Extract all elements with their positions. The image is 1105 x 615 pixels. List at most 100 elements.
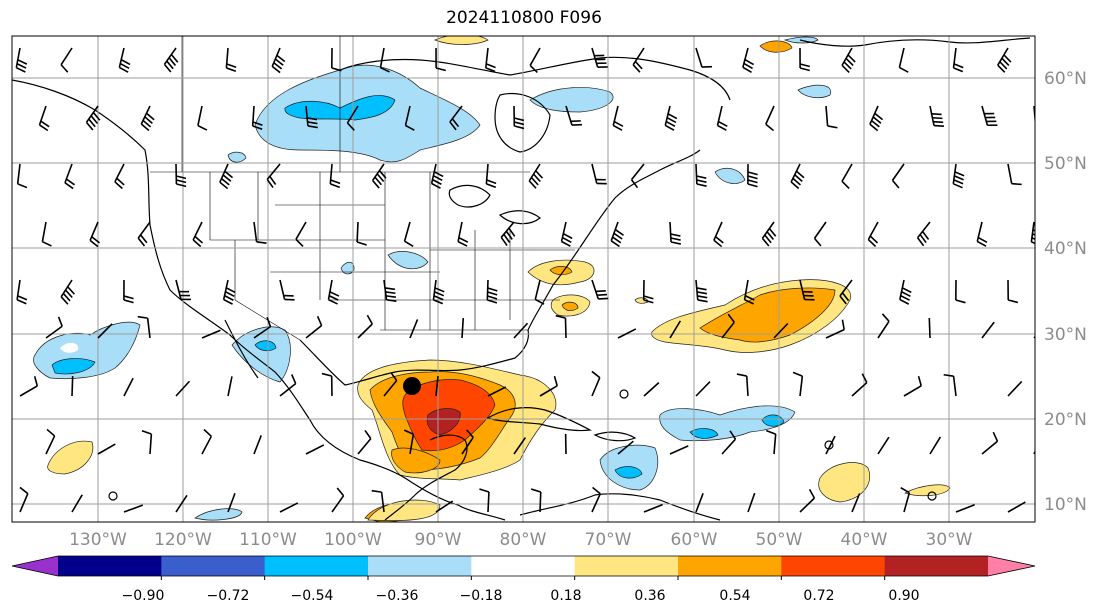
wind-barb [721, 313, 735, 339]
wind-barb [643, 382, 660, 397]
colorbar-tick-label: −0.72 [207, 588, 250, 604]
colorbar-extend-min [12, 556, 58, 576]
latitude-labels: 60°N 50°N 40°N 30°N 20°N 10°N [1044, 69, 1087, 515]
wind-barb [1007, 380, 1023, 397]
lat-label: 50°N [1044, 154, 1087, 174]
wind-barb [486, 279, 498, 304]
wind-barb [765, 105, 775, 132]
wind-barb [929, 105, 945, 128]
wind-barb [565, 105, 582, 126]
colorbar-tick-label: −0.18 [460, 588, 503, 604]
wind-barb [295, 221, 307, 247]
wind-barb [841, 163, 853, 189]
wind-barb [799, 488, 816, 513]
wind-barb [997, 47, 1012, 73]
lon-label: 70°W [585, 530, 632, 550]
colorbar-bin [678, 556, 782, 576]
colorbar-bin [781, 556, 886, 576]
wind-barb [279, 279, 295, 301]
wind-barb [500, 221, 516, 247]
lat-label: 20°N [1044, 410, 1087, 430]
wind-barb [981, 321, 995, 339]
anomaly-patch-canada-core [284, 95, 396, 121]
wind-barb [457, 221, 469, 247]
wind-barb [643, 503, 663, 513]
wind-barb [123, 504, 144, 513]
colorbar-tick-label: −0.54 [291, 588, 334, 604]
wind-barb [528, 163, 544, 189]
wind-barb [716, 105, 728, 131]
wind-barb [721, 430, 737, 455]
wind-barb [591, 163, 607, 185]
wind-barb [484, 47, 496, 73]
wind-barb [175, 380, 191, 397]
wind-barb [877, 313, 890, 339]
wind-barb [140, 105, 155, 132]
lat-label: 30°N [1044, 325, 1087, 345]
wind-barb [851, 493, 861, 513]
colorbar-extend-max [988, 556, 1035, 576]
wind-barb [929, 436, 942, 455]
wind-barb [530, 488, 542, 513]
wind-barb [321, 372, 333, 397]
lat-label: 10°N [1044, 495, 1087, 515]
wind-barb [851, 373, 868, 397]
wind-barb [591, 370, 601, 397]
wind-barb [175, 494, 188, 513]
wind-barb [617, 440, 634, 455]
wind-barb [539, 375, 558, 397]
colorbar [11, 555, 1036, 580]
wind-barb [928, 317, 931, 339]
wind-barb [825, 435, 836, 455]
wind-barb [279, 374, 297, 397]
wind-barb [799, 279, 815, 301]
wind-barb [201, 428, 213, 455]
wind-barb [1030, 221, 1035, 245]
wind-barb [695, 381, 711, 397]
wind-barb [253, 435, 262, 455]
wind-barb [761, 221, 777, 247]
wind-barb [695, 163, 707, 187]
colorbar-tick-label: 0.18 [550, 588, 581, 604]
wind-barb [695, 47, 712, 68]
wind-barb [952, 47, 964, 73]
wind-barb [60, 47, 73, 73]
wind-barb [742, 47, 754, 74]
wind-barb [201, 329, 221, 339]
wind-barb [192, 221, 203, 248]
wind-barb [219, 163, 234, 190]
wind-barb [773, 322, 789, 339]
wind-barb [903, 375, 922, 397]
wind-barb [331, 487, 345, 513]
colorbar-tick-label: 0.72 [803, 588, 834, 604]
lon-label: 110°W [239, 530, 297, 550]
wind-barb [16, 279, 28, 305]
lon-label: 90°W [415, 530, 462, 550]
wind-barb [839, 279, 853, 305]
lon-label: 50°W [756, 530, 803, 550]
wind-barb [435, 47, 446, 72]
wind-barb [305, 316, 323, 339]
wind-barb [371, 489, 385, 513]
wind-barb [123, 377, 134, 397]
wind-barb [404, 105, 415, 131]
wind-barb [383, 371, 398, 397]
wind-barb [19, 376, 39, 397]
lon-label: 30°W [926, 530, 973, 550]
wind-barb [591, 486, 601, 513]
wind-barb [952, 163, 965, 189]
wind-barb [71, 375, 74, 397]
wind-barb [591, 47, 608, 68]
wind-barb [664, 105, 678, 131]
wind-barb [867, 221, 879, 248]
wind-barb [981, 431, 999, 455]
wind-barb [383, 279, 397, 302]
wind-barb [15, 47, 28, 73]
colorbar-bin [368, 556, 472, 576]
wind-barb [163, 47, 179, 73]
wind-barb [513, 322, 529, 339]
wind-barb [253, 221, 267, 244]
lon-label: 40°W [841, 530, 888, 550]
wind-barb [89, 221, 101, 248]
wind-barb [118, 47, 131, 73]
